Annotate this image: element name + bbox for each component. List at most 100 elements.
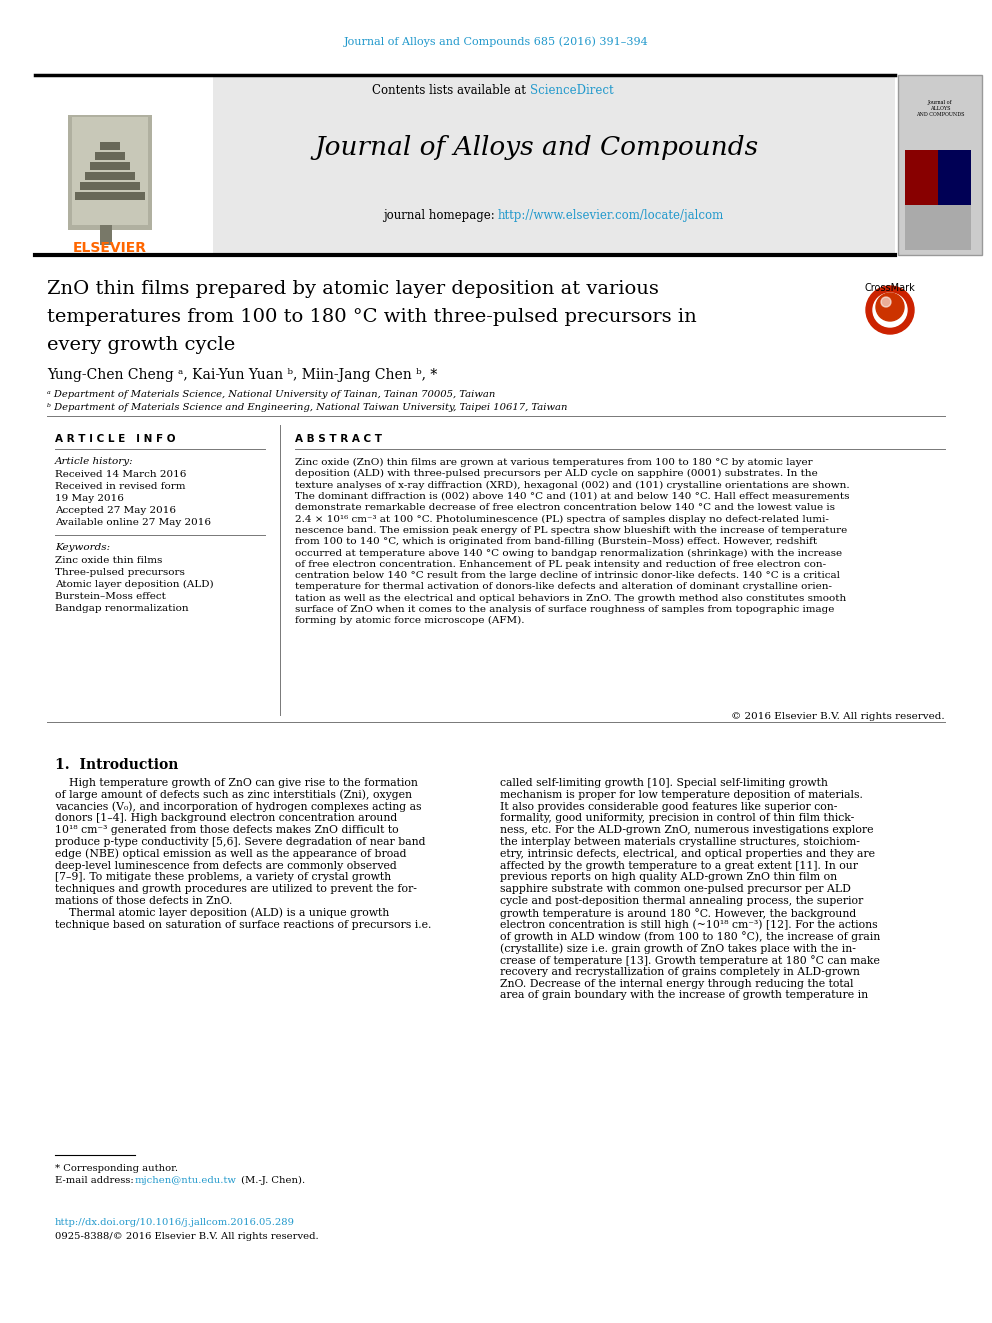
Text: Journal of Alloys and Compounds: Journal of Alloys and Compounds [313, 135, 758, 160]
Text: http://www.elsevier.com/locate/jalcom: http://www.elsevier.com/locate/jalcom [498, 209, 724, 221]
Circle shape [866, 286, 914, 333]
Text: ᵃ Department of Materials Science, National University of Tainan, Tainan 70005, : ᵃ Department of Materials Science, Natio… [47, 390, 495, 400]
Text: © 2016 Elsevier B.V. All rights reserved.: © 2016 Elsevier B.V. All rights reserved… [731, 712, 945, 721]
Bar [80, 183, 140, 191]
Text: formality, good uniformity, precision in control of thin film thick-: formality, good uniformity, precision in… [500, 814, 854, 823]
Text: produce p-type conductivity [5,6]. Severe degradation of near band: produce p-type conductivity [5,6]. Sever… [55, 837, 426, 847]
Text: of large amount of defects such as zinc interstitials (Zni), oxygen: of large amount of defects such as zinc … [55, 790, 412, 800]
Text: ScienceDirect: ScienceDirect [530, 83, 614, 97]
Text: occurred at temperature above 140 °C owing to bandgap renormalization (shrinkage: occurred at temperature above 140 °C owi… [295, 549, 842, 557]
Text: Zinc oxide (ZnO) thin films are grown at various temperatures from 100 to 180 °C: Zinc oxide (ZnO) thin films are grown at… [295, 458, 812, 467]
Text: vacancies (V₀), and incorporation of hydrogen complexes acting as: vacancies (V₀), and incorporation of hyd… [55, 802, 422, 812]
Text: temperatures from 100 to 180 °C with three-pulsed precursors in: temperatures from 100 to 180 °C with thr… [47, 308, 696, 325]
Bar [938, 149, 971, 205]
Text: Available online 27 May 2016: Available online 27 May 2016 [55, 519, 211, 527]
Bar [35, 75, 213, 255]
Text: * Corresponding author.: * Corresponding author. [55, 1164, 178, 1174]
Text: from 100 to 140 °C, which is originated from band-filling (Burstein–Moss) effect: from 100 to 140 °C, which is originated … [295, 537, 817, 546]
Text: (crystallite) size i.e. grain growth of ZnO takes place with the in-: (crystallite) size i.e. grain growth of … [500, 943, 856, 954]
Text: centration below 140 °C result from the large decline of intrinsic donor-like de: centration below 140 °C result from the … [295, 572, 840, 579]
Circle shape [873, 292, 907, 327]
Text: Contents lists available at: Contents lists available at [372, 83, 530, 97]
Text: of free electron concentration. Enhancement of PL peak intensity and reduction o: of free electron concentration. Enhancem… [295, 560, 826, 569]
Text: Atomic layer deposition (ALD): Atomic layer deposition (ALD) [55, 579, 213, 589]
Text: demonstrate remarkable decrease of free electron concentration below 140 °C and : demonstrate remarkable decrease of free … [295, 503, 835, 512]
Text: cycle and post-deposition thermal annealing process, the superior: cycle and post-deposition thermal anneal… [500, 896, 863, 906]
Text: ZnO thin films prepared by atomic layer deposition at various: ZnO thin films prepared by atomic layer … [47, 280, 659, 298]
Text: called self-limiting growth [10]. Special self-limiting growth: called self-limiting growth [10]. Specia… [500, 778, 828, 789]
Text: deep-level luminescence from defects are commonly observed: deep-level luminescence from defects are… [55, 860, 397, 871]
Text: CrossMark: CrossMark [865, 283, 916, 292]
Text: deposition (ALD) with three-pulsed precursors per ALD cycle on sapphire (0001) s: deposition (ALD) with three-pulsed precu… [295, 470, 817, 479]
Text: 19 May 2016: 19 May 2016 [55, 493, 124, 503]
Text: Three-pulsed precursors: Three-pulsed precursors [55, 568, 185, 577]
Text: crease of temperature [13]. Growth temperature at 180 °C can make: crease of temperature [13]. Growth tempe… [500, 955, 880, 966]
Text: surface of ZnO when it comes to the analysis of surface roughness of samples fro: surface of ZnO when it comes to the anal… [295, 605, 834, 614]
Text: recovery and recrystallization of grains completely in ALD-grown: recovery and recrystallization of grains… [500, 967, 860, 976]
Bar [100, 225, 112, 245]
Text: 10¹⁸ cm⁻³ generated from those defects makes ZnO difficult to: 10¹⁸ cm⁻³ generated from those defects m… [55, 826, 399, 835]
Text: [7–9]. To mitigate these problems, a variety of crystal growth: [7–9]. To mitigate these problems, a var… [55, 872, 391, 882]
Text: area of grain boundary with the increase of growth temperature in: area of grain boundary with the increase… [500, 991, 868, 1000]
Text: the interplay between materials crystalline structures, stoichiom-: the interplay between materials crystall… [500, 837, 860, 847]
Text: http://dx.doi.org/10.1016/j.jallcom.2016.05.289: http://dx.doi.org/10.1016/j.jallcom.2016… [55, 1218, 295, 1226]
Text: edge (NBE) optical emission as well as the appearance of broad: edge (NBE) optical emission as well as t… [55, 849, 407, 860]
Text: electron concentration is still high (~10¹⁸ cm⁻³) [12]. For the actions: electron concentration is still high (~1… [500, 919, 878, 930]
Text: (M.-J. Chen).: (M.-J. Chen). [238, 1176, 306, 1185]
Text: Article history:: Article history: [55, 456, 134, 466]
Text: 0925-8388/© 2016 Elsevier B.V. All rights reserved.: 0925-8388/© 2016 Elsevier B.V. All right… [55, 1232, 318, 1241]
Bar [75, 192, 145, 200]
Text: Journal of
ALLOYS
AND COMPOUNDS: Journal of ALLOYS AND COMPOUNDS [916, 101, 964, 116]
Bar [100, 142, 120, 149]
Text: mjchen@ntu.edu.tw: mjchen@ntu.edu.tw [135, 1176, 237, 1185]
Text: A B S T R A C T: A B S T R A C T [295, 434, 382, 445]
Text: Thermal atomic layer deposition (ALD) is a unique growth: Thermal atomic layer deposition (ALD) is… [55, 908, 389, 918]
Bar [85, 172, 135, 180]
Text: 2.4 × 10¹⁶ cm⁻³ at 100 °C. Photoluminescence (PL) spectra of samples display no : 2.4 × 10¹⁶ cm⁻³ at 100 °C. Photoluminesc… [295, 515, 829, 524]
Text: It also provides considerable good features like superior con-: It also provides considerable good featu… [500, 802, 837, 811]
Text: temperature for thermal activation of donors-like defects and alteration of domi: temperature for thermal activation of do… [295, 582, 832, 591]
Text: nescence band. The emission peak energy of PL spectra show blueshift with the in: nescence band. The emission peak energy … [295, 525, 847, 534]
Text: Burstein–Moss effect: Burstein–Moss effect [55, 591, 166, 601]
Text: Bandgap renormalization: Bandgap renormalization [55, 605, 188, 613]
Bar [68, 115, 152, 230]
Text: sapphire substrate with common one-pulsed precursor per ALD: sapphire substrate with common one-pulse… [500, 884, 851, 894]
Text: growth temperature is around 180 °C. However, the background: growth temperature is around 180 °C. How… [500, 908, 856, 918]
Circle shape [881, 296, 891, 307]
Text: ELSEVIER: ELSEVIER [73, 241, 147, 255]
Text: ZnO. Decrease of the internal energy through reducing the total: ZnO. Decrease of the internal energy thr… [500, 979, 853, 988]
Text: previous reports on high quality ALD-grown ZnO thin film on: previous reports on high quality ALD-gro… [500, 872, 837, 882]
Text: Zinc oxide thin films: Zinc oxide thin films [55, 556, 163, 565]
Text: High temperature growth of ZnO can give rise to the formation: High temperature growth of ZnO can give … [55, 778, 418, 789]
Text: Accepted 27 May 2016: Accepted 27 May 2016 [55, 505, 176, 515]
Text: ᵇ Department of Materials Science and Engineering, National Taiwan University, T: ᵇ Department of Materials Science and En… [47, 404, 567, 411]
Text: E-mail address:: E-mail address: [55, 1176, 137, 1185]
Text: Received 14 March 2016: Received 14 March 2016 [55, 470, 186, 479]
Text: Received in revised form: Received in revised form [55, 482, 186, 491]
Bar [898, 75, 982, 255]
Text: techniques and growth procedures are utilized to prevent the for-: techniques and growth procedures are uti… [55, 884, 417, 894]
Text: texture analyses of x-ray diffraction (XRD), hexagonal (002) and (101) crystalli: texture analyses of x-ray diffraction (X… [295, 480, 849, 490]
Text: mations of those defects in ZnO.: mations of those defects in ZnO. [55, 896, 232, 906]
Text: of growth in ALD window (from 100 to 180 °C), the increase of grain: of growth in ALD window (from 100 to 180… [500, 931, 880, 942]
Text: The dominant diffraction is (002) above 140 °C and (101) at and below 140 °C. Ha: The dominant diffraction is (002) above … [295, 492, 849, 501]
Text: journal homepage:: journal homepage: [383, 209, 502, 221]
Text: Keywords:: Keywords: [55, 542, 110, 552]
Text: forming by atomic force microscope (AFM).: forming by atomic force microscope (AFM)… [295, 617, 525, 626]
Text: tation as well as the electrical and optical behaviors in ZnO. The growth method: tation as well as the electrical and opt… [295, 594, 846, 602]
Text: mechanism is proper for low temperature deposition of materials.: mechanism is proper for low temperature … [500, 790, 863, 800]
Text: ness, etc. For the ALD-grown ZnO, numerous investigations explore: ness, etc. For the ALD-grown ZnO, numero… [500, 826, 874, 835]
Text: Yung-Chen Cheng ᵃ, Kai-Yun Yuan ᵇ, Miin-Jang Chen ᵇ, *: Yung-Chen Cheng ᵃ, Kai-Yun Yuan ᵇ, Miin-… [47, 368, 437, 382]
Text: donors [1–4]. High background electron concentration around: donors [1–4]. High background electron c… [55, 814, 397, 823]
Text: A R T I C L E   I N F O: A R T I C L E I N F O [55, 434, 176, 445]
Bar [72, 116, 148, 225]
Bar [95, 152, 125, 160]
Circle shape [876, 292, 904, 321]
Text: affected by the growth temperature to a great extent [11]. In our: affected by the growth temperature to a … [500, 860, 858, 871]
Text: technique based on saturation of surface reactions of precursors i.e.: technique based on saturation of surface… [55, 919, 432, 930]
Bar [905, 205, 971, 250]
Bar [90, 161, 130, 169]
Bar [905, 149, 938, 205]
Text: etry, intrinsic defects, electrical, and optical properties and they are: etry, intrinsic defects, electrical, and… [500, 849, 875, 859]
Bar [35, 75, 895, 255]
